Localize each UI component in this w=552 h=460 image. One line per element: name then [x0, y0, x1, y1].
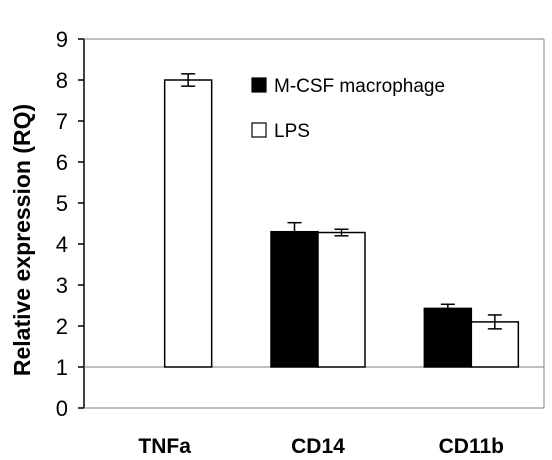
y-axis-title: Relative expression (RQ)	[9, 104, 35, 376]
x-category-label: CD14	[291, 435, 345, 458]
y-tick-label: 6	[56, 150, 68, 175]
legend-label: M-CSF macrophage	[274, 76, 445, 97]
legend-swatch	[251, 122, 267, 138]
y-tick-label: 1	[56, 355, 68, 380]
y-tick-label: 5	[56, 191, 68, 216]
legend-swatch	[251, 77, 267, 93]
bar-cd11b-series-1	[423, 307, 473, 368]
y-tick-label: 2	[56, 314, 68, 339]
bar-cd14-series-2	[317, 231, 366, 368]
y-tick-label: 4	[56, 232, 68, 257]
x-category-label: CD11b	[439, 435, 504, 458]
y-tick-label: 8	[56, 68, 68, 93]
legend-label: LPS	[274, 121, 310, 142]
y-tick-label: 3	[56, 273, 68, 298]
x-category-label: TNFa	[138, 435, 191, 458]
y-tick-label: 9	[56, 27, 68, 52]
y-tick-label: 0	[56, 396, 68, 421]
bar-cd14-series-1	[270, 230, 319, 368]
bar-tnfa-series-2	[163, 79, 213, 368]
y-tick-label: 7	[56, 109, 68, 134]
